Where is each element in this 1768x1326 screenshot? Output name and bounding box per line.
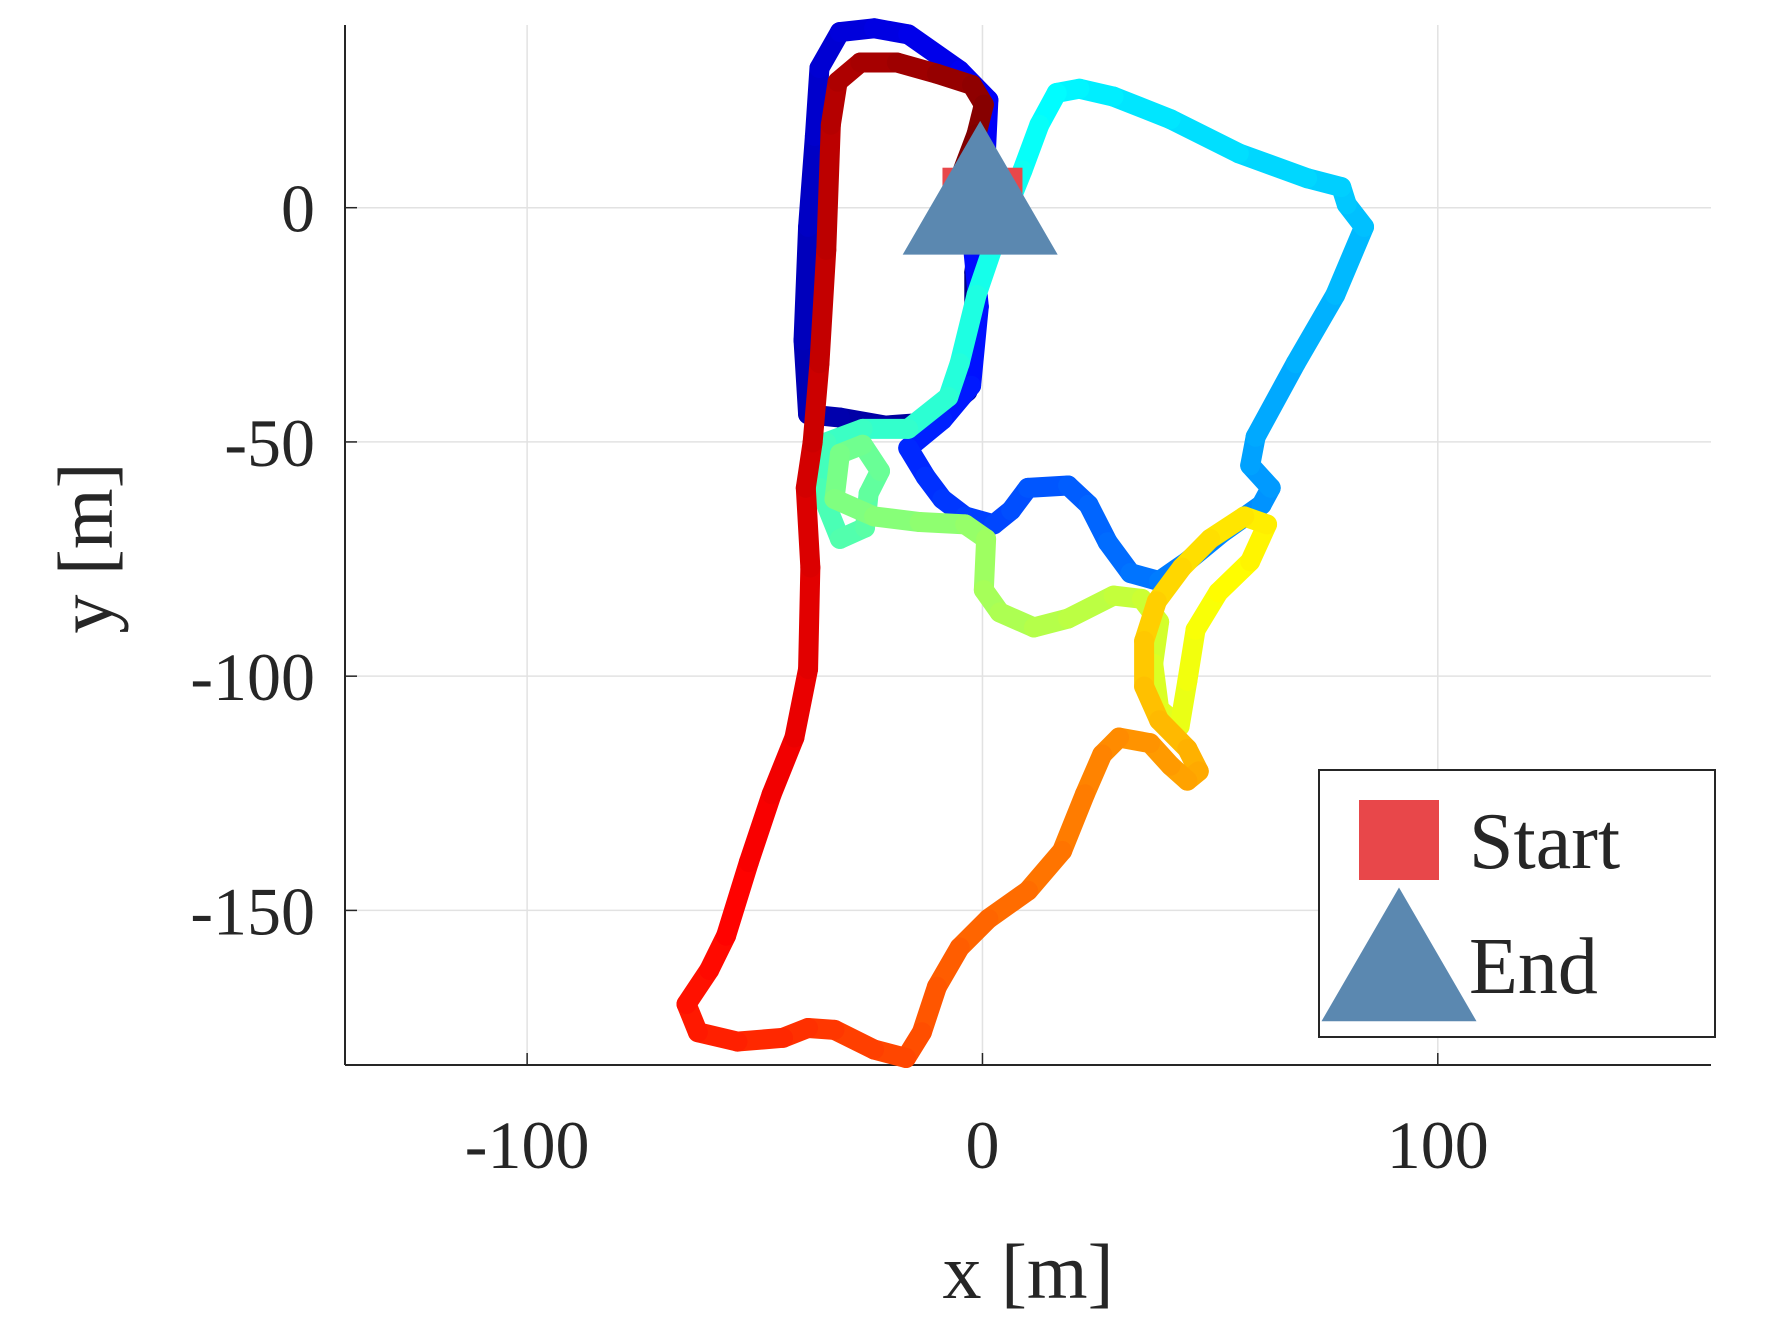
- trajectory-segment: [793, 216, 819, 351]
- trajectory-segment: [761, 727, 805, 805]
- marker-triangle: [1321, 887, 1477, 1022]
- trajectory-segment: [716, 852, 759, 946]
- trajectory-segment: [816, 114, 841, 260]
- trajectory-segment: [1245, 353, 1306, 447]
- trajectory-segment: [798, 126, 825, 237]
- trajectory-segment: [804, 58, 830, 147]
- trajectory-segment: [809, 239, 837, 374]
- x-tick-label: 100: [1387, 1107, 1489, 1183]
- legend-label: End: [1469, 923, 1598, 1011]
- trajectory-segment: [784, 659, 819, 748]
- x-axis-label: x [m]: [942, 1228, 1113, 1315]
- x-tick-label: -100: [465, 1107, 590, 1183]
- trajectory-segment: [1103, 86, 1181, 130]
- trajectory-segment: [1228, 143, 1318, 189]
- marker-square: [1359, 800, 1439, 880]
- y-tick-label: -100: [190, 639, 315, 715]
- trajectory-segment: [949, 284, 987, 374]
- marker-triangle: [902, 120, 1058, 255]
- trajectory: [676, 18, 1375, 1068]
- legend-label: Start: [1469, 798, 1620, 886]
- y-tick-label: -50: [224, 405, 315, 481]
- trajectory-segment: [1325, 216, 1375, 305]
- trajectory-segment: [802, 353, 830, 453]
- legend: Start End: [1318, 769, 1716, 1038]
- trajectory-segment: [898, 24, 970, 81]
- trajectory-segment: [1160, 109, 1249, 164]
- trajectory-segment: [798, 557, 821, 680]
- trajectory-segment: [795, 477, 821, 578]
- trajectory-segment: [1052, 784, 1095, 861]
- y-axis-label: y [m]: [42, 462, 129, 633]
- y-tick-label: 0: [281, 171, 315, 247]
- trajectory-segment: [738, 784, 782, 873]
- trajectory-segment: [1285, 284, 1346, 374]
- y-tick-label: -150: [190, 873, 315, 949]
- x-tick-label: 0: [965, 1107, 999, 1183]
